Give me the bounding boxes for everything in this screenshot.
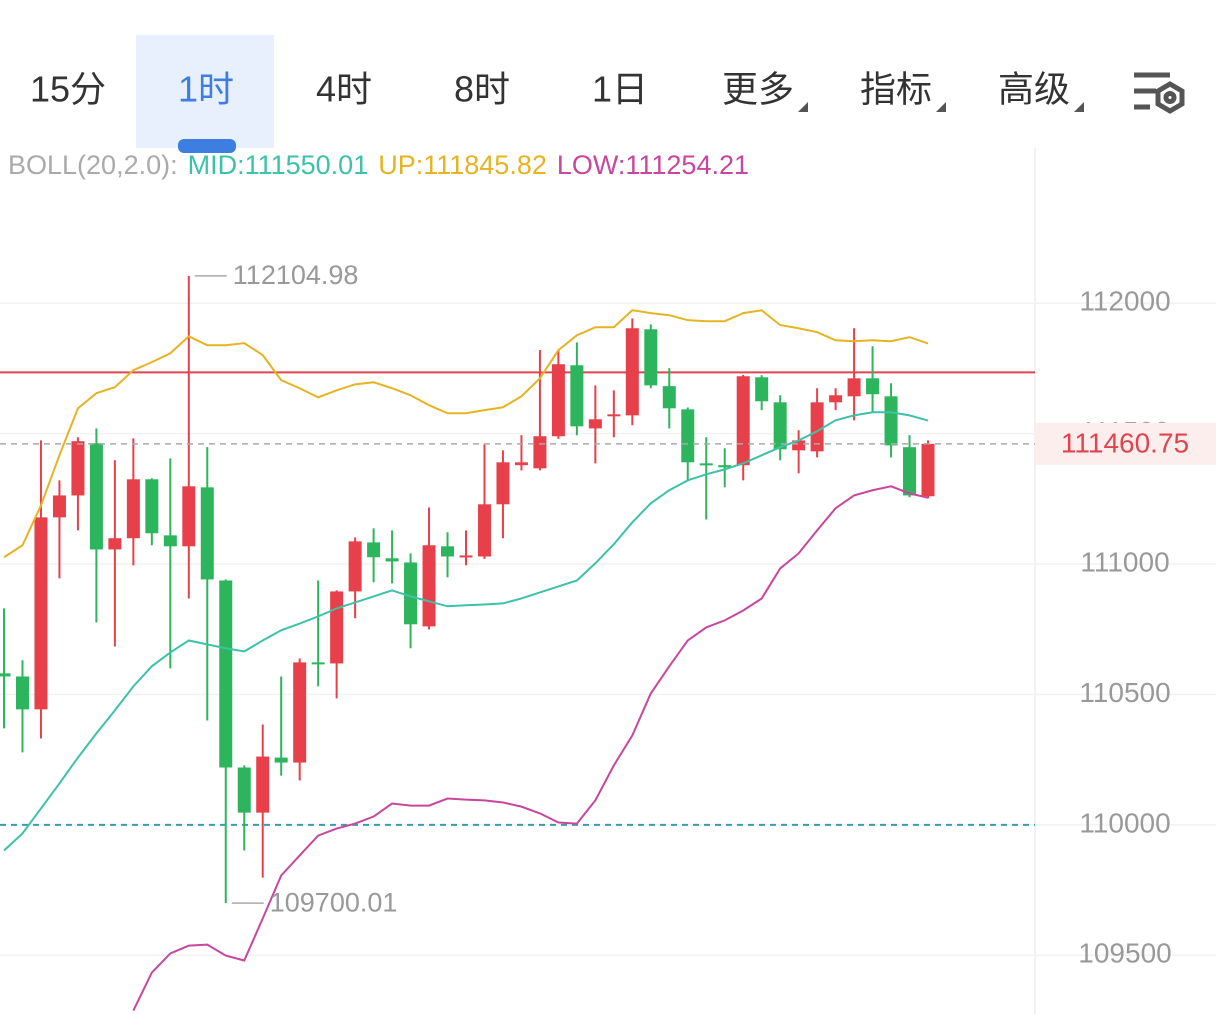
legend-value: 111254.21	[625, 150, 749, 180]
candle-body	[588, 419, 602, 429]
candle-body	[163, 535, 177, 547]
candle-body	[441, 546, 455, 557]
candle-body	[237, 767, 251, 813]
candle-body	[792, 440, 806, 451]
y-tick-label: 109500	[1078, 938, 1171, 969]
dropdown-arrow	[798, 102, 808, 112]
tab[interactable]: 1日	[592, 69, 648, 110]
indicator-name: BOLL(20,2.0):	[8, 150, 178, 180]
high-annotation: 112104.98	[233, 260, 359, 290]
candle-body	[736, 376, 750, 466]
candle-body	[200, 487, 214, 580]
candle-body	[477, 504, 491, 557]
candle-body	[607, 414, 621, 417]
candle-body	[829, 395, 843, 403]
tab[interactable]: 指标	[860, 69, 946, 112]
tab-label[interactable]: 8时	[454, 69, 510, 110]
candle-body	[884, 396, 898, 446]
candle-body	[625, 328, 639, 416]
legend-value: 111845.82	[423, 150, 547, 180]
candle-body	[219, 580, 233, 768]
candle-body	[847, 378, 861, 397]
candle-body	[52, 495, 66, 518]
candle-body	[551, 364, 565, 437]
grid	[0, 302, 1216, 957]
tab-indicator	[178, 139, 236, 153]
candle-body	[145, 479, 159, 534]
candle-body	[367, 542, 381, 558]
tab[interactable]: 15分	[30, 69, 106, 110]
plot	[0, 275, 1035, 1012]
band-line	[3, 411, 929, 852]
dropdown-arrow	[936, 102, 946, 112]
candle-body	[71, 441, 85, 496]
candle-body	[699, 463, 713, 466]
candle-body	[810, 402, 824, 452]
tab-label[interactable]: 1时	[178, 69, 234, 110]
y-tick-label: 112000	[1079, 286, 1170, 317]
legend-name: LOW:	[557, 150, 626, 180]
tab[interactable]: 更多	[722, 69, 808, 112]
last-price-label: 111460.75	[1061, 427, 1189, 458]
tab-label[interactable]: 1日	[592, 69, 648, 110]
band-line	[3, 309, 929, 559]
candle-body	[182, 486, 196, 547]
candle-body	[311, 662, 325, 665]
y-axis: 109500110000110500111000111500112000	[1078, 286, 1171, 969]
tab-label[interactable]: 高级	[998, 69, 1070, 110]
tab-label[interactable]: 指标	[860, 69, 932, 110]
legend-value: 111550.01	[245, 150, 369, 180]
y-tick-label: 111000	[1080, 546, 1169, 577]
candle-body	[256, 756, 270, 813]
candle-body	[718, 465, 732, 468]
candle-body	[662, 386, 676, 409]
y-tick-label: 110000	[1079, 807, 1170, 838]
candle-body	[866, 378, 880, 395]
candle-body	[330, 591, 344, 664]
tab-highlight	[136, 35, 274, 148]
candle-body	[293, 662, 307, 763]
candle-body	[348, 541, 362, 592]
tab[interactable]: 8时	[454, 69, 510, 110]
legend-name: MID:	[188, 150, 245, 180]
low-annotation: 109700.01	[270, 887, 398, 917]
tab-bar: 15分 1时 4时 8时 1日 更多 指标 高级	[30, 35, 1084, 153]
tab[interactable]: 高级	[998, 69, 1084, 112]
candle-body	[108, 538, 122, 550]
candle-body	[89, 443, 103, 550]
candle-body	[514, 462, 528, 466]
candle-body	[903, 447, 917, 496]
tab-label[interactable]: 15分	[30, 69, 106, 110]
last-price-box	[1035, 422, 1216, 465]
tab[interactable]: 4时	[316, 69, 372, 110]
tab-label[interactable]: 更多	[722, 69, 794, 110]
candle-body	[755, 377, 769, 402]
candle-body	[459, 555, 473, 558]
candle-body	[681, 409, 695, 463]
candle-body	[34, 517, 48, 710]
band-line	[132, 485, 929, 1012]
candle-body	[385, 558, 399, 562]
tab-label[interactable]: 4时	[316, 69, 372, 110]
candle-body	[644, 329, 658, 386]
y-tick-label: 110500	[1079, 677, 1170, 708]
legend-name: UP:	[378, 150, 423, 180]
candle-body	[496, 462, 510, 505]
candle-body	[570, 365, 584, 427]
candle-body	[422, 545, 436, 627]
indicator-legend: BOLL(20,2.0): MID:111550.01 UP:111845.82 LO…	[8, 150, 749, 180]
candle-body	[533, 436, 547, 469]
dropdown-arrow	[1074, 102, 1084, 112]
candle-body	[773, 402, 787, 450]
candle-body	[274, 757, 288, 763]
tab[interactable]: 1时	[136, 35, 274, 153]
candle-body	[126, 479, 140, 539]
candle-body	[404, 562, 418, 625]
candle-body	[921, 443, 935, 497]
settings-icon[interactable]	[1134, 72, 1185, 114]
candle-body	[15, 676, 29, 710]
candle-body	[0, 673, 11, 677]
